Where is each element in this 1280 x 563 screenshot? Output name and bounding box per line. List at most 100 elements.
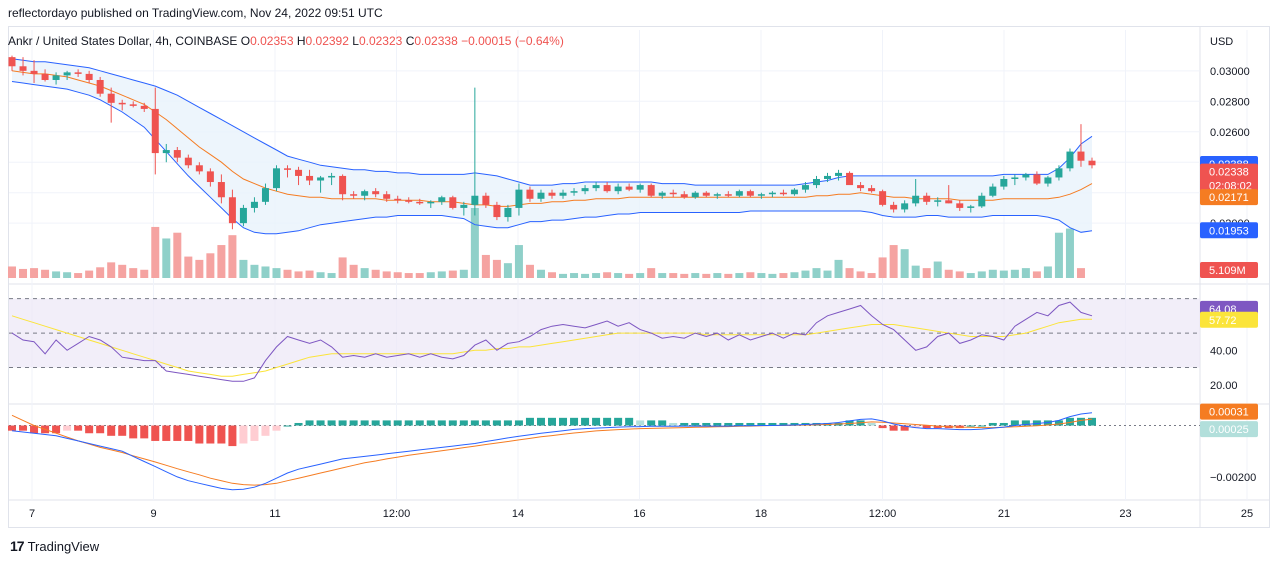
macd-histogram-bar (503, 420, 512, 426)
macd-histogram-bar (162, 425, 171, 441)
volume-bar (404, 273, 413, 278)
macd-histogram-bar (173, 425, 182, 441)
volume-bar (1032, 271, 1041, 278)
candle-body (41, 73, 49, 80)
volume-bar (283, 269, 292, 278)
candle-body (460, 204, 468, 208)
volume-bar (30, 268, 39, 278)
macd-histogram-bar (691, 422, 700, 426)
macd-histogram-bar (195, 425, 204, 444)
candle-body (63, 72, 71, 76)
candle-body (801, 185, 809, 190)
macd-histogram-bar (647, 420, 656, 426)
volume-bar (900, 249, 909, 278)
macd-badge-label: 0.00031 (1209, 407, 1249, 419)
close-value: 0.02338 (414, 34, 458, 48)
volume-bar (977, 271, 986, 278)
macd-histogram-bar (911, 425, 920, 429)
time-tick-label: 12:00 (383, 508, 411, 520)
volume-bar (636, 273, 645, 278)
candle-body (52, 75, 60, 80)
candle-body (746, 191, 754, 196)
candle-body (835, 172, 843, 176)
volume-bar (107, 262, 116, 278)
volume-bar (757, 273, 766, 278)
volume-bar (944, 269, 953, 278)
candle-body (636, 185, 644, 190)
volume-bar (41, 269, 50, 278)
candle-body (184, 157, 192, 166)
candle-body (824, 175, 832, 179)
candle-body (625, 186, 633, 190)
candle-body (989, 186, 997, 196)
volume-bar (173, 232, 182, 278)
macd-histogram-bar (779, 422, 788, 426)
macd-histogram-bar (790, 422, 799, 426)
volume-bar (492, 259, 501, 278)
change-value: −0.00015 (−0.64%) (461, 34, 564, 48)
volume-bar (151, 226, 160, 278)
macd-histogram-bar (867, 422, 876, 426)
macd-histogram-bar (481, 420, 490, 426)
macd-histogram-bar (548, 417, 556, 426)
volume-bar (625, 273, 634, 278)
footer-brand[interactable]: 17 TradingView (10, 538, 99, 554)
candle-body (239, 207, 247, 224)
volume-bar (713, 273, 722, 278)
macd-histogram-bar (1032, 420, 1041, 426)
volume-bar (999, 270, 1008, 278)
candle-body (537, 192, 545, 199)
candle-body (691, 192, 699, 198)
time-tick-label: 11 (269, 508, 280, 520)
macd-histogram-bar (327, 420, 336, 426)
candle-body (493, 204, 501, 218)
volume-bar (206, 253, 215, 278)
candle-body (8, 57, 16, 67)
volume-bar (8, 266, 16, 278)
macd-histogram-bar (206, 425, 215, 444)
candle-body (107, 93, 115, 103)
low-value: 0.02323 (358, 34, 403, 48)
price-badge (1200, 189, 1258, 206)
volume-bar (889, 245, 898, 278)
price-tick-label: 0.02600 (1210, 127, 1250, 139)
price-badge-label: 0.02171 (1209, 192, 1249, 204)
candle-body (702, 192, 710, 196)
candle-body (857, 185, 865, 189)
volume-bar (790, 272, 799, 278)
high-label: H (296, 34, 306, 48)
volume-bar (437, 271, 446, 278)
open-label: O (240, 34, 251, 48)
candle-body (559, 192, 567, 196)
macd-histogram-bar (19, 425, 28, 431)
volume-bar (349, 264, 358, 278)
candle-body (471, 195, 479, 205)
symbol-name[interactable]: Ankr / United States Dollar, 4h, COINBAS… (8, 34, 238, 48)
volume-bar (581, 273, 590, 278)
candle-body (394, 198, 402, 201)
macd-histogram-bar (74, 425, 83, 431)
candle-body (779, 192, 787, 195)
tradingview-logo-icon: 17 (10, 538, 25, 554)
candle-body (1000, 178, 1008, 187)
macd-histogram-bar (404, 420, 413, 426)
time-tick-label: 14 (512, 508, 524, 520)
candle-body (658, 192, 666, 196)
macd-histogram-bar (1088, 417, 1096, 426)
volume-bar (614, 273, 623, 278)
volume-bar (19, 268, 28, 278)
price-badge (1200, 222, 1258, 239)
macd-histogram-bar (316, 420, 325, 426)
bollinger-basis-line (11, 70, 1093, 207)
macd-histogram-bar (614, 417, 623, 426)
candle-body (261, 188, 269, 202)
volume-bar (239, 259, 248, 278)
candle-body (669, 192, 677, 195)
candle-body (151, 108, 159, 154)
volume-bar (933, 261, 942, 278)
volume-bar (911, 265, 920, 278)
volume-bar (647, 268, 656, 278)
macd-histogram-bar (746, 422, 755, 426)
candle-body (768, 192, 776, 195)
